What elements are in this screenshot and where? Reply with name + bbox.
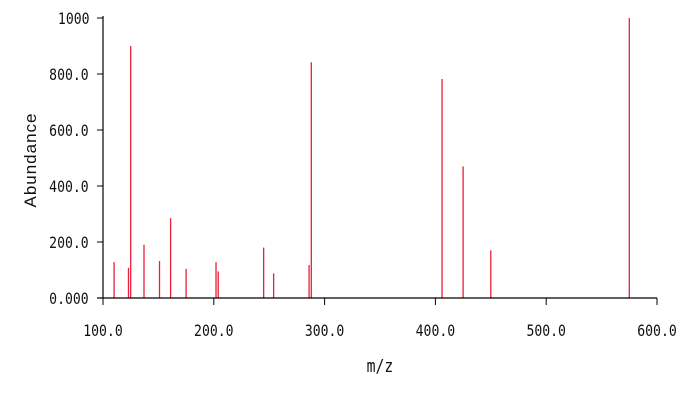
y-tick-label: 800.0 bbox=[49, 66, 88, 85]
y-tick-label: 200.0 bbox=[49, 234, 88, 253]
x-tick-label: 600.0 bbox=[637, 322, 676, 341]
x-tick-label: 400.0 bbox=[416, 322, 455, 341]
x-tick-label: 100.0 bbox=[83, 322, 122, 341]
y-tick-label: 1000 bbox=[58, 10, 90, 29]
y-axis-ticks: 0.000 200.0 400.0 600.0 800.0 1000 bbox=[49, 10, 103, 309]
x-axis-ticks: 100.0 200.0 300.0 400.0 500.0 600.0 bbox=[83, 298, 677, 341]
peak-series bbox=[113, 18, 630, 298]
y-tick-label: 600.0 bbox=[49, 122, 88, 141]
x-tick-label: 200.0 bbox=[194, 322, 233, 341]
x-axis-title: m/z bbox=[367, 356, 394, 377]
y-axis-title: Abundance bbox=[21, 112, 40, 207]
y-tick-label: 400.0 bbox=[49, 178, 88, 197]
y-tick-label: 0.000 bbox=[49, 290, 88, 309]
x-tick-label: 300.0 bbox=[305, 322, 344, 341]
x-tick-label: 500.0 bbox=[526, 322, 565, 341]
